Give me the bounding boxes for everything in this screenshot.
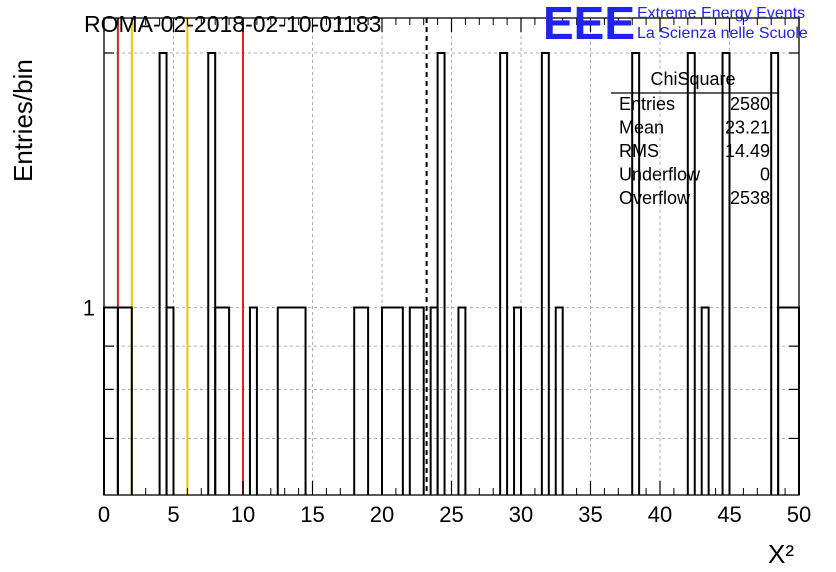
stat-value: 0 — [760, 165, 770, 185]
y-tick-label: 1 — [83, 295, 95, 320]
histogram-bin — [540, 51, 550, 495]
logo-subtitle-2: La Scienza nelle Scuole — [637, 25, 808, 42]
reference-lines — [116, 18, 428, 495]
histogram-bin — [276, 306, 307, 495]
tick-labels: 0 5 10 15 20 25 30 35 40 45 50 1 — [83, 295, 811, 527]
stat-label: Underflow — [619, 165, 701, 185]
histogram-bin — [214, 306, 231, 495]
histogram-bin — [700, 306, 710, 495]
stat-value: 14.49 — [725, 141, 770, 161]
stats-title: ChiSquare — [650, 69, 735, 89]
x-tick-label: 30 — [509, 502, 533, 527]
x-tick-label: 45 — [717, 502, 741, 527]
x-tick-label: 35 — [578, 502, 602, 527]
x-tick-label: 0 — [98, 502, 110, 527]
stat-label: RMS — [619, 141, 659, 161]
histogram-bin — [554, 306, 564, 495]
stat-label: Entries — [619, 94, 675, 114]
histogram-bin — [408, 306, 425, 495]
histogram-bin — [770, 51, 780, 495]
x-axis-title: X² — [768, 539, 794, 569]
histogram-bin — [499, 51, 509, 495]
stat-value: 2580 — [730, 94, 770, 114]
x-tick-label: 25 — [439, 502, 463, 527]
stats-box: ChiSquare Entries 2580 Mean 23.21 RMS 14.49 Un… — [611, 69, 778, 208]
stat-label: Overflow — [619, 188, 691, 208]
histogram-bin — [721, 51, 731, 495]
histogram-bin — [165, 306, 175, 495]
histogram-bin — [436, 51, 446, 495]
logo-subtitle-1: Extreme Energy Events — [637, 5, 805, 22]
chart-title: ROMA-02-2018-02-10-01183 — [84, 11, 381, 37]
x-tick-label: 40 — [648, 502, 672, 527]
histogram-bin — [631, 51, 641, 495]
eee-logo: EEE — [543, 0, 635, 49]
histogram-bin — [777, 306, 800, 495]
histogram-bin — [381, 306, 404, 495]
histogram-bin — [248, 306, 258, 495]
x-tick-label: 15 — [300, 502, 324, 527]
histogram-bin — [207, 51, 217, 495]
x-tick-label: 20 — [370, 502, 394, 527]
histogram-bin — [457, 306, 467, 495]
stat-label: Mean — [619, 118, 664, 138]
histogram-bin — [116, 306, 133, 495]
x-tick-label: 50 — [787, 502, 811, 527]
y-axis-title: Entries/bin — [8, 59, 38, 182]
histogram-bin — [353, 306, 370, 495]
x-tick-label: 10 — [231, 502, 255, 527]
axis-ticks — [103, 18, 800, 495]
x-tick-label: 5 — [167, 502, 179, 527]
histogram-bin — [158, 51, 168, 495]
histogram-bin — [103, 306, 119, 495]
histogram-bin — [513, 306, 522, 495]
histogram-bin — [429, 306, 439, 495]
stat-value: 2538 — [730, 188, 770, 208]
histogram-bin — [686, 51, 696, 495]
stat-value: 23.21 — [725, 118, 770, 138]
